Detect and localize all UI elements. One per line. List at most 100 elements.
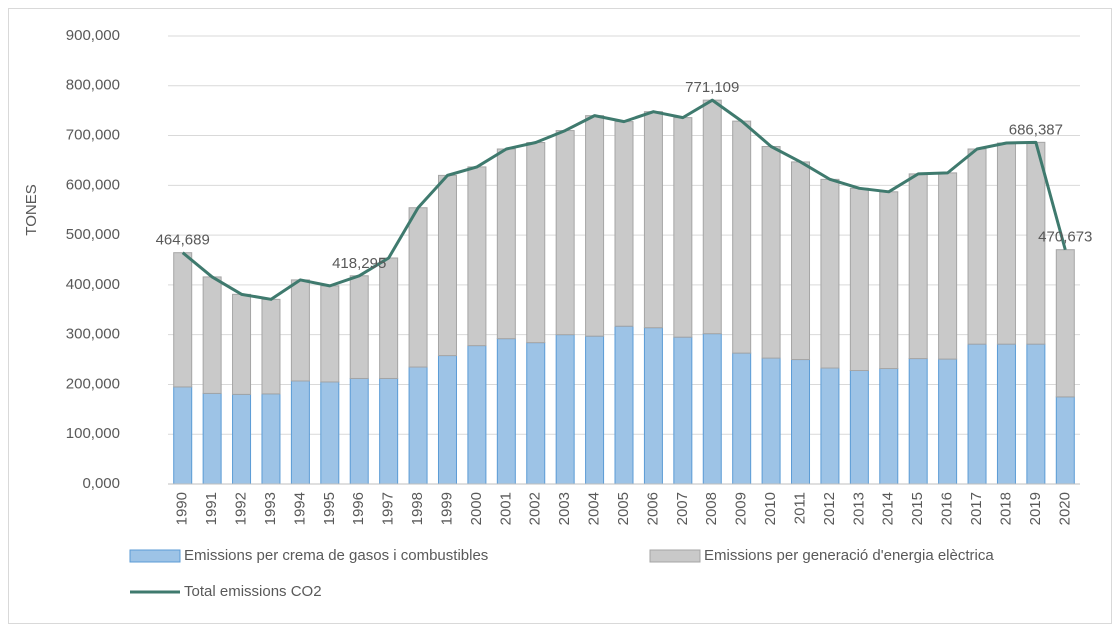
bar (290, 380, 310, 485)
x-tick-label: 2013 (850, 492, 867, 525)
bar (437, 174, 457, 357)
bar (732, 120, 752, 354)
bar (908, 173, 928, 360)
x-tick-label: 1990 (174, 492, 191, 525)
bar (673, 117, 693, 338)
y-tick-label: 800,000 (66, 77, 120, 94)
bar (408, 207, 428, 368)
bar (673, 336, 693, 485)
bar (437, 355, 457, 485)
x-tick-label: 2004 (586, 492, 603, 525)
bar (261, 393, 281, 485)
x-tick-label: 2002 (527, 492, 544, 525)
bar (585, 335, 605, 485)
x-tick-label: 1996 (350, 492, 367, 525)
bar (585, 115, 605, 337)
x-tick-label: 2003 (556, 492, 573, 525)
data-label: 464,689 (156, 232, 210, 249)
x-tick-label: 1999 (438, 492, 455, 525)
x-tick-label: 2005 (615, 492, 632, 525)
bar (290, 279, 310, 382)
bar (996, 343, 1016, 485)
x-tick-label: 2011 (791, 492, 808, 524)
x-tick-label: 2000 (468, 492, 485, 525)
bar (820, 367, 840, 485)
y-tick-label: 900,000 (66, 27, 120, 44)
bar (1055, 396, 1075, 485)
x-tick-label: 2008 (703, 492, 720, 525)
y-tick-label: 100,000 (66, 425, 120, 442)
bar (232, 393, 252, 485)
bar (320, 285, 340, 383)
bar (202, 392, 222, 485)
bar (555, 130, 575, 336)
line (181, 98, 1067, 301)
bar (496, 338, 516, 485)
bar (349, 377, 369, 485)
y-tick-label: 600,000 (66, 176, 120, 193)
bar (849, 187, 869, 372)
bar (379, 377, 399, 485)
data-label: 418,295 (332, 255, 386, 272)
bar (791, 161, 811, 361)
bar (202, 276, 222, 394)
bar (526, 342, 546, 485)
bar (614, 121, 634, 327)
bar (879, 368, 899, 485)
bar (261, 298, 281, 395)
bar (555, 334, 575, 485)
x-tick-label: 2012 (821, 492, 838, 525)
bar (614, 325, 634, 485)
x-tick-label: 1992 (233, 492, 250, 525)
bar (908, 358, 928, 485)
x-tick-label: 1998 (409, 492, 426, 525)
x-tick-label: 2020 (1056, 492, 1073, 525)
bar (938, 172, 958, 360)
bar (320, 381, 340, 485)
x-tick-label: 2018 (997, 492, 1014, 525)
x-tick-label: 1991 (203, 492, 220, 525)
legend-swatch (649, 549, 701, 563)
x-tick-label: 1994 (291, 492, 308, 525)
data-label: 771,109 (685, 79, 739, 96)
bar (879, 191, 899, 370)
y-tick-label: 700,000 (66, 127, 120, 144)
bar (408, 366, 428, 485)
bar (967, 148, 987, 345)
bar (761, 146, 781, 359)
data-label: 470,673 (1038, 229, 1092, 246)
legend-label: Emissions per generació d'energia elèctr… (704, 547, 994, 564)
bar (526, 142, 546, 344)
bar (173, 252, 193, 388)
bar (173, 386, 193, 485)
x-tick-label: 2010 (762, 492, 779, 525)
bar (643, 111, 663, 329)
bar (467, 166, 487, 347)
bar (496, 148, 516, 340)
bar (761, 357, 781, 485)
y-tick-label: 200,000 (66, 375, 120, 392)
legend-swatch (129, 549, 181, 563)
data-label: 686,387 (1009, 121, 1063, 138)
bar (732, 352, 752, 485)
y-tick-label: 300,000 (66, 326, 120, 343)
bar (702, 99, 722, 335)
bar (702, 333, 722, 485)
x-tick-label: 2016 (939, 492, 956, 525)
bar (938, 358, 958, 485)
legend-label: Total emissions CO2 (184, 583, 322, 600)
x-tick-label: 2019 (1027, 492, 1044, 525)
x-tick-label: 2006 (644, 492, 661, 525)
x-tick-label: 2014 (880, 492, 897, 525)
x-tick-label: 1997 (380, 492, 397, 525)
bar (467, 345, 487, 485)
bar (379, 257, 399, 379)
bar (849, 370, 869, 485)
legend-label: Emissions per crema de gasos i combustib… (184, 547, 488, 564)
x-tick-label: 2015 (909, 492, 926, 525)
x-tick-label: 2009 (733, 492, 750, 525)
bar (996, 142, 1016, 345)
bar (643, 327, 663, 485)
x-tick-label: 1995 (321, 492, 338, 525)
